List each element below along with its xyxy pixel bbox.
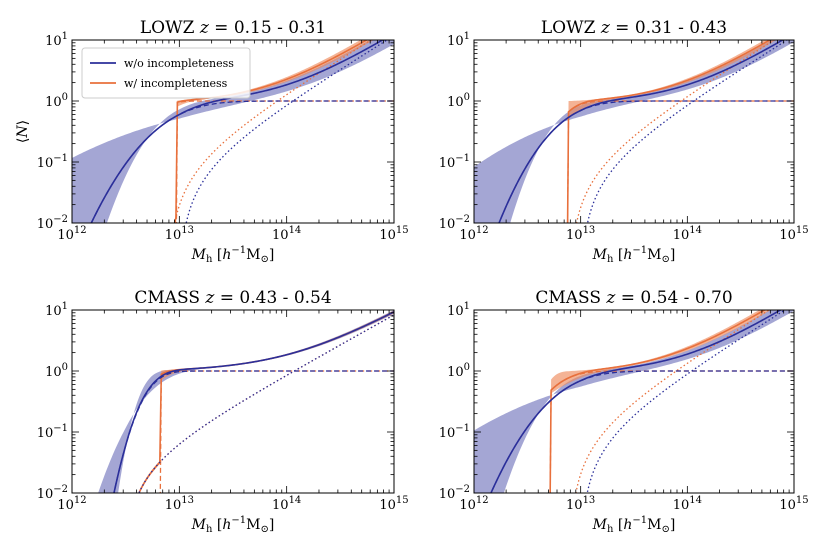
y-tick-label: 10−1 [37,153,68,171]
x-tick-label: 1013 [566,495,595,513]
line-wo-central [490,370,794,493]
x-tick-label: 1014 [272,495,301,513]
x-tick-label: 1013 [566,225,595,243]
plot-area [474,310,794,493]
line-w-satellite [575,40,776,223]
y-tick-label: 101 [45,301,68,319]
plot-area [98,310,394,493]
ticks [71,40,394,224]
x-tick-label: 1015 [379,495,408,513]
x-tick-label: 1015 [779,495,808,513]
line-wo-central [498,100,794,223]
legend-frame [81,47,251,99]
y-tick-label: 10−2 [439,214,470,232]
x-axis-label: Mh [h−1M⊙] [592,245,676,265]
line-w-central [566,100,794,223]
axes-frame [473,309,795,494]
panel-title: LOWZ z = 0.31 - 0.43 [541,18,727,38]
x-tick-label: 1014 [272,225,301,243]
x-tick-label: 1012 [57,495,86,513]
x-axis-label: Mh [h−1M⊙] [191,245,275,265]
panel-title: CMASS z = 0.43 - 0.54 [134,288,331,308]
x-tick-label: 1014 [673,225,702,243]
plot-area [474,40,794,223]
x-axis-label: Mh [h−1M⊙] [592,515,676,535]
line-w-total [549,310,767,493]
panel-3: 1012 1013 1014 1015 10−2 10−1 100 101 Mh [h−1M⊙]… [37,288,409,535]
y-axis-label: ⟨N⟩ [15,120,31,143]
y-tick-label: 10−2 [439,484,470,502]
y-tick-label: 100 [447,362,470,380]
axes-frame [71,309,395,494]
y-tick-label: 100 [45,362,68,380]
x-axis-label: Mh [h−1M⊙] [191,515,275,535]
panel-2: 1012 1013 1014 1015 10−2 10−1 100 101 Mh [h−1M⊙]… [439,18,809,265]
x-tick-label: 1012 [57,225,86,243]
panel-title: LOWZ z = 0.15 - 0.31 [140,18,326,38]
y-tick-label: 100 [447,92,470,110]
y-tick-label: 10−1 [439,153,470,171]
line-wo-central [90,100,394,223]
y-tick-label: 10−2 [37,214,68,232]
x-tick-label: 1013 [165,495,194,513]
line-wo-satellite [138,314,394,493]
ticks [473,310,794,494]
band-wo-incompleteness [72,40,394,223]
x-tick-label: 1014 [673,495,702,513]
y-tick-label: 100 [45,92,68,110]
panel-1: 1012 1013 1014 1015 10−2 10−1 100 101 Mh [h−1M⊙]… [15,18,409,265]
legend-label: w/ incompleteness [124,77,228,90]
line-wo-total [490,310,783,493]
line-w-satellite [575,310,771,493]
axes-frame [71,39,395,224]
line-w-satellite [174,40,373,223]
x-tick-label: 1012 [459,495,488,513]
line-wo-central [113,370,394,493]
y-tick-label: 10−1 [37,423,68,441]
x-tick-label: 1013 [165,225,194,243]
y-tick-label: 101 [447,31,470,49]
y-tick-label: 10−2 [37,484,68,502]
legend-label: w/o incompleteness [124,57,234,70]
panel-title: CMASS z = 0.54 - 0.70 [535,288,732,308]
band-wo-incompleteness [474,310,794,493]
panel-4: 1012 1013 1014 1015 10−2 10−1 100 101 Mh [h−1M⊙]… [439,288,809,535]
x-tick-label: 1012 [459,225,488,243]
y-tick-label: 101 [447,301,470,319]
y-tick-label: 10−1 [439,423,470,441]
ticks [71,310,394,494]
line-w-central [175,100,394,223]
ticks [473,40,794,224]
line-w-total [566,40,772,223]
legend: w/o incompleteness w/ incompleteness [81,47,251,99]
x-tick-label: 1015 [379,225,408,243]
axes-frame [473,39,795,224]
x-tick-label: 1015 [779,225,808,243]
y-tick-label: 101 [45,31,68,49]
